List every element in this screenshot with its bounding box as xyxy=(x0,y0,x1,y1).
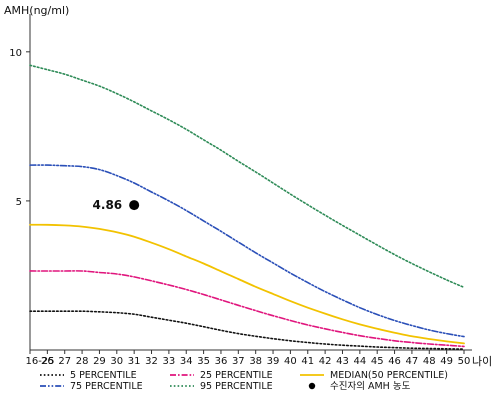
x-tick-label: 41 xyxy=(301,356,314,367)
legend-label: 95 PERCENTILE xyxy=(200,381,273,392)
x-tick-label: 49 xyxy=(440,356,453,367)
x-tick-label: 40 xyxy=(284,356,297,367)
x-tick-label: 46 xyxy=(388,356,401,367)
x-tick-label: 42 xyxy=(319,356,332,367)
x-tick-label: 16-25 xyxy=(25,356,54,367)
x-axis-title: 나이 xyxy=(472,355,492,368)
x-tick-label: 50 xyxy=(458,356,471,367)
x-tick-label: 38 xyxy=(249,356,262,367)
x-tick-label: 27 xyxy=(58,356,71,367)
x-tick-label: 26 xyxy=(41,356,54,367)
x-tick-label: 43 xyxy=(336,356,349,367)
x-tick-label: 31 xyxy=(128,356,141,367)
chart-legend: 5 PERCENTILE 25 PERCENTILE MEDIAN(50 PERCE… xyxy=(40,370,448,392)
chart-point: 4.86 xyxy=(93,198,140,212)
series-line-median-50-percentile xyxy=(29,223,465,345)
series-line-75-percentile xyxy=(29,164,465,338)
y-axis-title: AMH(ng/ml) xyxy=(4,4,69,17)
legend-label: MEDIAN(50 PERCENTILE) xyxy=(330,370,448,381)
x-tick-label: 37 xyxy=(232,356,245,367)
x-tick-label: 28 xyxy=(76,356,89,367)
x-tick-label: 39 xyxy=(267,356,280,367)
chart-axes: AMH(ng/ml) 나이 xyxy=(4,4,492,368)
series-line-5-percentile xyxy=(29,310,465,350)
x-tick-label: 44 xyxy=(353,356,366,367)
y-tick-label: 10 xyxy=(9,48,22,59)
series-line-25-percentile xyxy=(29,270,465,348)
x-tick-label: 34 xyxy=(180,356,193,367)
x-tick-label: 36 xyxy=(215,356,228,367)
x-tick-label: 45 xyxy=(371,356,384,367)
x-tick-label: 48 xyxy=(423,356,436,367)
legend-label: 25 PERCENTILE xyxy=(200,370,273,381)
x-tick-label: 47 xyxy=(406,356,419,367)
x-tick-label: 32 xyxy=(145,356,158,367)
x-tick-label: 30 xyxy=(110,356,123,367)
patient-point-marker xyxy=(129,200,140,211)
legend-label: 75 PERCENTILE xyxy=(70,381,143,392)
legend-label: 5 PERCENTILE xyxy=(70,370,137,381)
patient-point-label: 4.86 xyxy=(93,198,123,212)
x-tick-label: 29 xyxy=(93,356,106,367)
chart-series xyxy=(29,64,465,350)
series-line-95-percentile xyxy=(29,64,465,289)
legend-point-swatch xyxy=(308,382,316,390)
x-tick-label: 33 xyxy=(163,356,176,367)
y-tick-label: 5 xyxy=(16,197,22,208)
x-tick-label: 35 xyxy=(197,356,210,367)
legend-point-label: 수진자의 AMH 농도 xyxy=(330,381,411,392)
